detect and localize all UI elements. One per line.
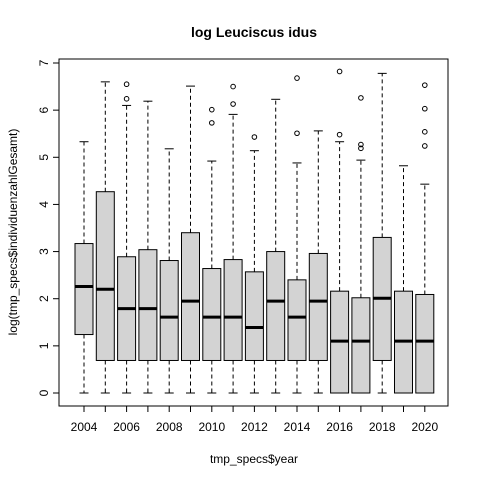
x-axis-label: tmp_specs$year	[210, 452, 298, 466]
outlier-point	[358, 141, 364, 148]
x-tick-label: 2008	[156, 420, 183, 434]
box-2004	[74, 141, 94, 394]
box-2011	[223, 83, 243, 394]
box-2019	[394, 165, 413, 394]
y-tick-label: 1	[37, 342, 51, 349]
box-2005	[95, 81, 115, 394]
box-2008	[159, 148, 179, 394]
box-iqr	[202, 268, 222, 361]
outlier-point	[123, 81, 130, 88]
y-tick-label: 5	[37, 154, 51, 161]
x-tick-label: 2016	[326, 420, 353, 434]
x-tick-label: 2004	[71, 420, 98, 434]
box-2017	[351, 95, 371, 394]
x-tick-label: 2020	[411, 420, 438, 434]
outlier-point	[123, 96, 130, 102]
box-2007	[138, 100, 158, 394]
box-iqr	[287, 279, 307, 361]
box-2009	[181, 85, 200, 394]
outlier-point	[336, 68, 343, 75]
box-iqr	[266, 251, 286, 361]
box-2013	[266, 98, 286, 394]
x-tick-label: 2006	[113, 420, 140, 434]
outlier-point	[422, 129, 428, 135]
x-axis: 2004 2006 2008 2010 2012 2014 2016 2018 2020	[71, 406, 438, 434]
y-axis-label: log(tmp_specs$individuenzahlGesamt)	[6, 129, 20, 336]
box-iqr	[223, 259, 243, 361]
box-iqr	[159, 260, 179, 361]
y-tick-label: 7	[37, 59, 51, 66]
y-tick-label: 2	[37, 295, 51, 302]
boxes-group	[74, 68, 435, 394]
outlier-point	[422, 82, 428, 88]
box-2020	[415, 82, 435, 394]
x-tick-label: 2014	[284, 420, 311, 434]
y-tick-label: 3	[37, 248, 51, 255]
box-iqr	[181, 232, 200, 361]
box-iqr	[244, 271, 264, 361]
outlier-point	[209, 120, 215, 126]
box-2006	[117, 81, 137, 394]
outlier-point	[336, 131, 343, 138]
outlier-point	[230, 101, 236, 107]
plot-frame	[58, 58, 449, 407]
box-2018	[372, 72, 392, 394]
x-tick-label: 2010	[198, 420, 225, 434]
outlier-point	[422, 105, 428, 112]
outlier-point	[209, 106, 215, 113]
box-iqr	[138, 249, 158, 361]
x-tick-label: 2018	[369, 420, 396, 434]
x-tick-label: 2012	[241, 420, 268, 434]
outlier-point	[358, 95, 364, 101]
box-2012	[244, 134, 264, 394]
y-tick-label: 0	[37, 389, 51, 396]
box-iqr	[308, 252, 328, 361]
outlier-point	[294, 130, 300, 137]
y-tick-label: 6	[37, 106, 51, 113]
chart-title: log Leuciscus idus	[191, 24, 317, 40]
y-tick-label: 4	[37, 201, 51, 208]
box-iqr	[95, 191, 115, 361]
y-axis: 0 1 2 3 4 5 6 7	[37, 59, 59, 396]
box-iqr	[351, 297, 371, 394]
box-2016	[330, 68, 350, 394]
outlier-point	[294, 75, 300, 81]
box-2010	[202, 106, 222, 394]
outlier-point	[251, 134, 258, 140]
outlier-point	[422, 143, 428, 149]
box-2014	[287, 75, 307, 394]
box-2015	[308, 130, 328, 394]
outlier-point	[230, 83, 236, 90]
box-iqr	[74, 243, 94, 336]
box-iqr	[415, 293, 435, 394]
outlier-point	[358, 145, 364, 152]
